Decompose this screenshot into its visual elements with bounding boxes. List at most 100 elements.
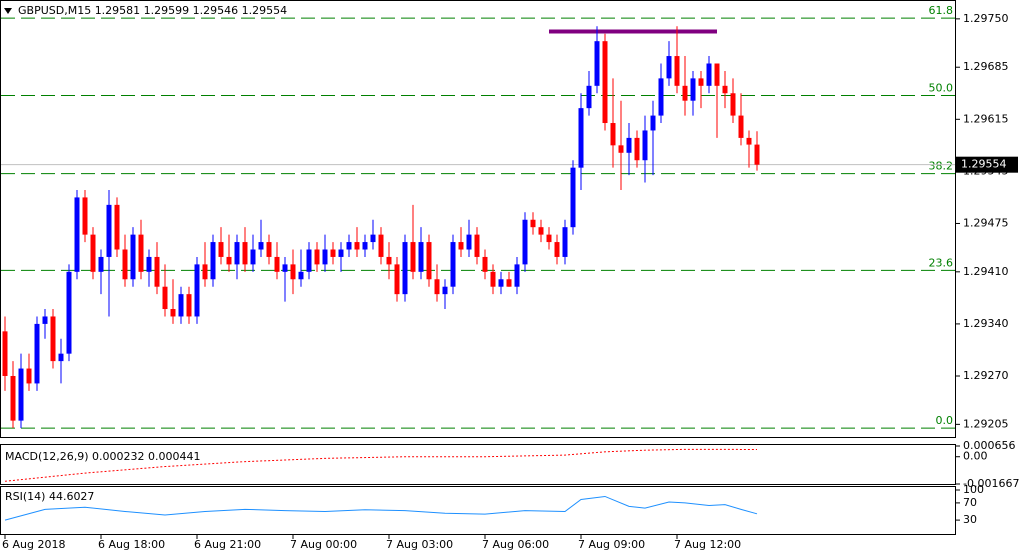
x-tick-label: 7 Aug 00:00 [290,538,357,551]
candle-body [738,115,744,138]
y-tick-label: 0.000656 [963,439,1016,452]
candle-body [186,294,192,317]
candle-body [154,256,160,287]
candle-body [570,167,576,228]
candle-body [674,56,680,86]
fib-label: 23.6 [929,256,954,269]
candle-body [106,204,112,257]
candle-body [98,256,104,272]
fib-label: 50.0 [929,81,954,94]
candle-body [530,219,536,228]
candle-body [586,85,592,109]
candle-body [546,234,552,243]
candle-body [410,242,416,272]
candle-body [666,56,672,79]
candle-body [682,85,688,101]
rsi-label: RSI(14) 44.6027 [5,490,94,503]
candle-body [626,137,632,153]
candle-body [690,78,696,101]
candle-body [730,93,736,116]
candle-body [634,137,640,161]
candle-body [130,234,136,280]
candle-body [602,41,608,124]
last-price-label: 1.29554 [961,158,1007,171]
candle-body [242,242,248,265]
candle-body [146,256,152,272]
candle-body [74,197,80,272]
candle-body [522,219,528,265]
candle-body [706,63,712,86]
x-tick-label: 7 Aug 12:00 [674,538,741,551]
candle-body [498,279,504,287]
chart-title: GBPUSD,M15 1.29581 1.29599 1.29546 1.295… [18,4,287,17]
y-tick-label: 30 [963,513,977,526]
macd-line [4,448,758,482]
x-tick-label: 7 Aug 09:00 [578,538,645,551]
candle-body [394,264,400,295]
candle-body [162,286,168,310]
candle-body [562,227,568,257]
candle-body [34,323,40,384]
candle-body [402,242,408,295]
x-tick-label: 6 Aug 21:00 [194,538,261,551]
candle-body [578,108,584,168]
y-tick-label: 1.29270 [963,369,1009,382]
candle-body [314,249,320,265]
main-panel [0,0,956,438]
candle-body [234,242,240,265]
candle-body [330,249,336,257]
candle-body [466,234,472,250]
candle-body [618,145,624,153]
candle-body [90,234,96,272]
candle-body [714,63,720,86]
collapse-icon [4,8,12,14]
x-tick-label: 7 Aug 03:00 [386,538,453,551]
x-tick-label: 6 Aug 2018 [2,538,65,551]
fib-label: 61.8 [929,4,954,17]
candle-body [42,316,48,324]
candle-body [354,242,360,250]
candle-body [698,78,704,86]
candle-body [426,242,432,280]
candle-body [298,271,304,280]
candle-body [10,375,16,421]
x-tick-label: 7 Aug 06:00 [482,538,549,551]
candle-body [266,242,272,257]
candle-body [50,316,56,362]
candle-body [370,234,376,243]
last-price-box [956,156,1018,173]
candle-body [306,249,312,272]
candle-body [338,249,344,257]
candle-body [210,242,216,280]
candle-body [122,249,128,280]
candle-body [514,264,520,287]
candle-body [722,85,728,94]
candle-body [226,256,232,265]
candle-body [746,137,752,145]
candle-body [594,41,600,86]
macd-label: MACD(12,26,9) 0.000232 0.000441 [5,450,201,463]
candle-body [322,249,328,265]
candle-body [362,242,368,250]
y-tick-label: 1.29750 [963,12,1009,25]
candle-body [26,368,32,384]
candle-body [474,234,480,257]
candle-body [66,271,72,354]
y-tick-label: 1.29685 [963,60,1009,73]
y-tick-label: 0.00 [963,450,988,463]
fib-label: 38.2 [929,160,954,173]
candle-body [386,256,392,265]
candle-body [506,279,512,287]
candle-body [658,78,664,116]
candle-body [258,242,264,250]
candle-body [282,264,288,272]
y-tick-label: 1.29615 [963,112,1009,125]
rsi-line [4,495,758,521]
candle-body [290,264,296,280]
candle-body [610,123,616,146]
y-tick-label: 100 [963,483,984,496]
candle-body [450,242,456,287]
candle-body [178,294,184,317]
y-tick-label: 1.29205 [963,417,1009,430]
